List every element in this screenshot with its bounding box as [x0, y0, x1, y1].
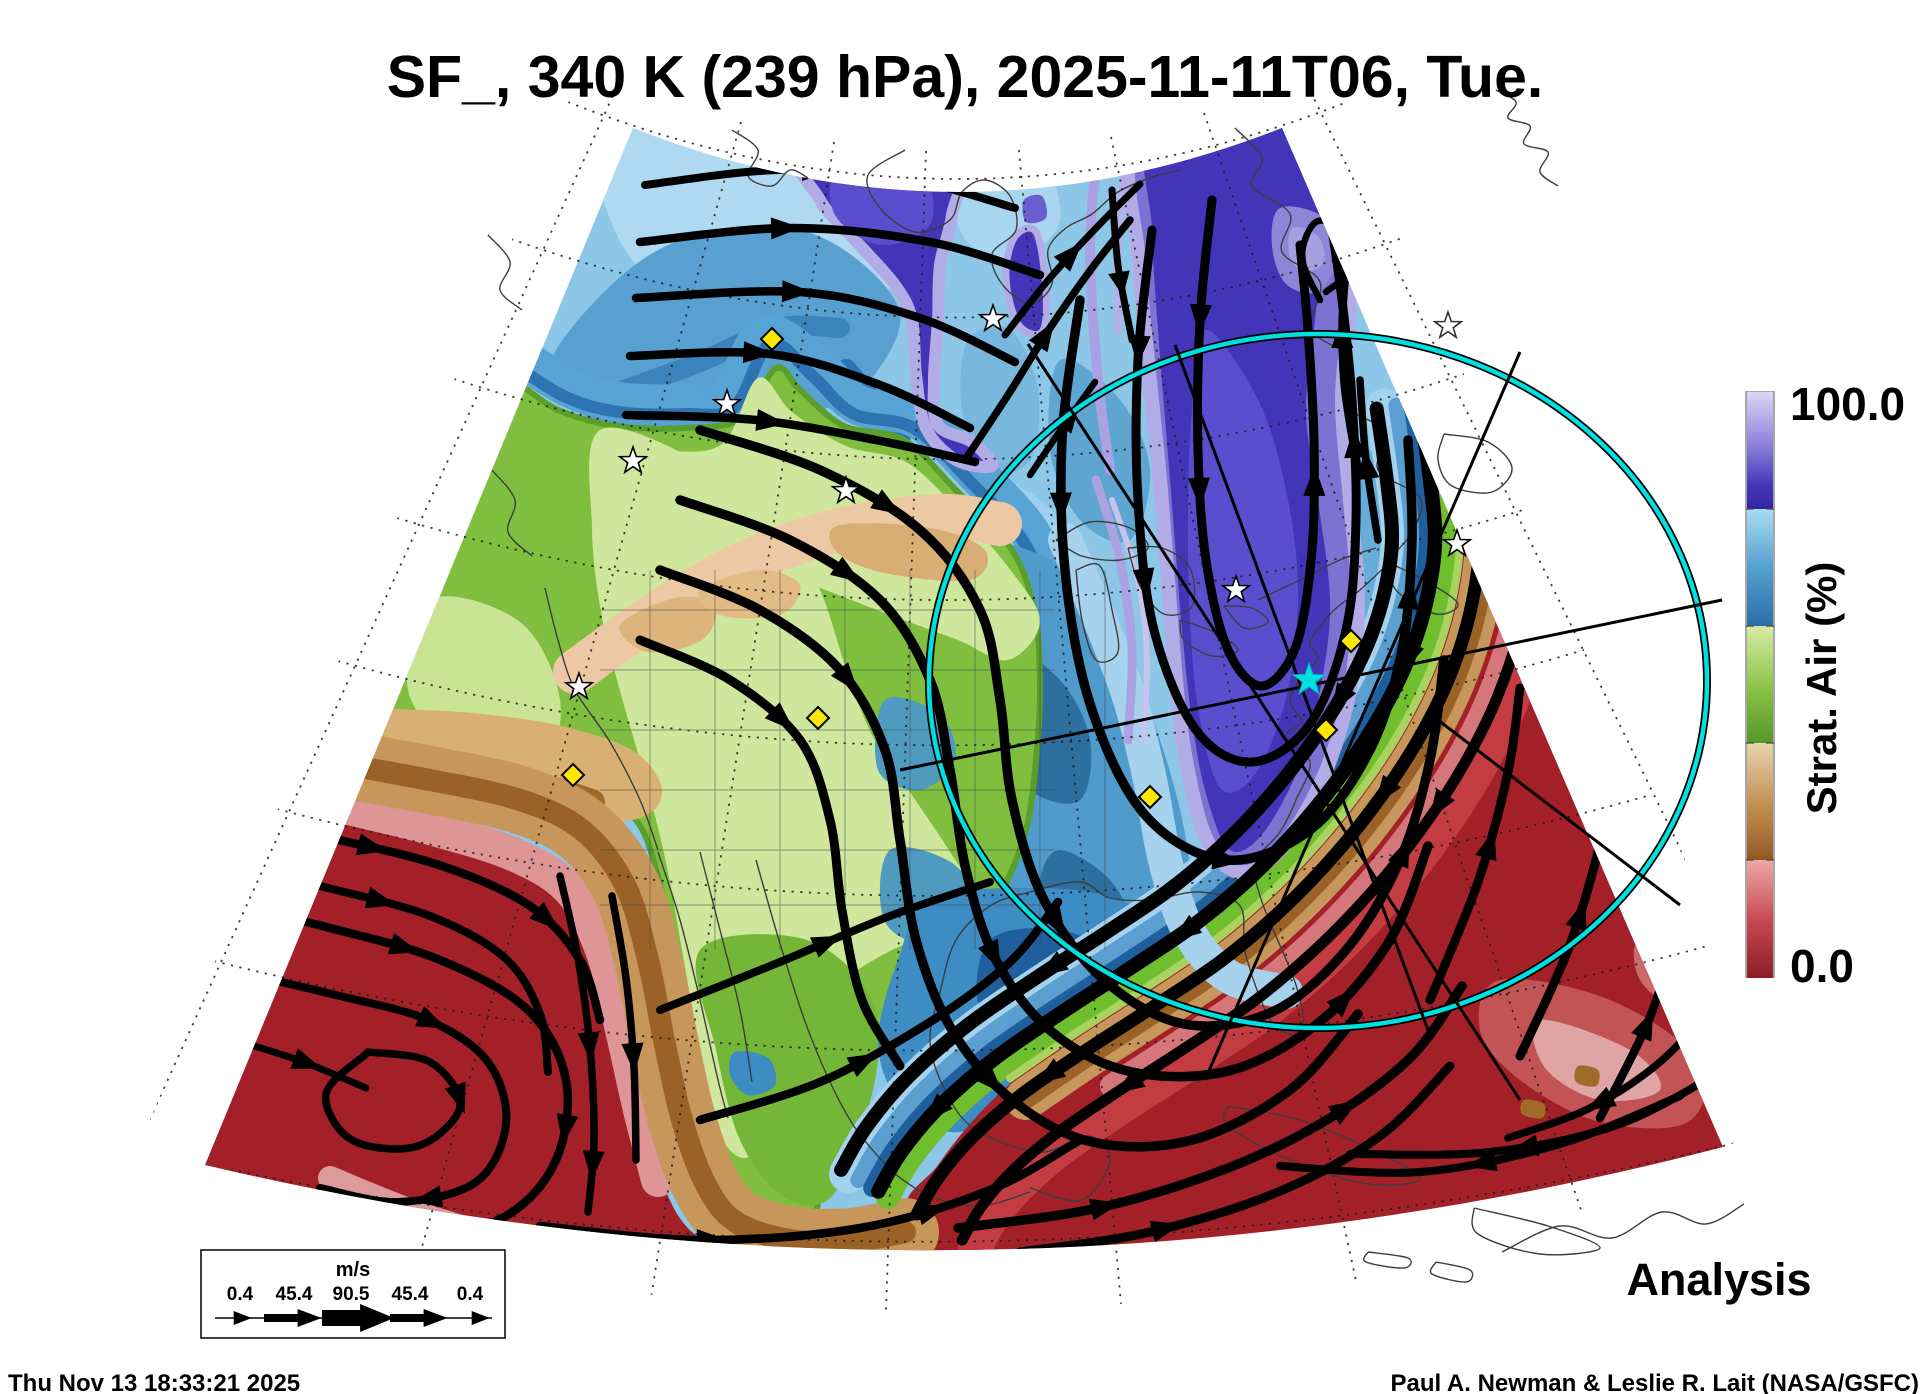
svg-text:SF_, 340 K (239 hPa), 2025-11-: SF_, 340 K (239 hPa), 2025-11-11T06, Tue… [387, 44, 1544, 110]
svg-text:100.0: 100.0 [1790, 378, 1905, 430]
svg-text:0.0: 0.0 [1790, 940, 1854, 992]
svg-text:Paul A. Newman & Leslie R. Lai: Paul A. Newman & Leslie R. Lait (NASA/GS… [1390, 1370, 1919, 1394]
svg-text:Thu Nov 13 18:33:21 2025: Thu Nov 13 18:33:21 2025 [8, 1370, 300, 1394]
svg-text:Analysis: Analysis [1626, 1254, 1811, 1305]
svg-text:0.4: 0.4 [457, 1284, 484, 1305]
svg-text:m/s: m/s [336, 1259, 370, 1281]
svg-text:45.4: 45.4 [276, 1284, 313, 1305]
svg-text:0.4: 0.4 [227, 1284, 254, 1305]
svg-text:45.4: 45.4 [392, 1284, 429, 1305]
svg-text:90.5: 90.5 [333, 1284, 370, 1305]
svg-text:Strat. Air (%): Strat. Air (%) [1798, 562, 1845, 815]
